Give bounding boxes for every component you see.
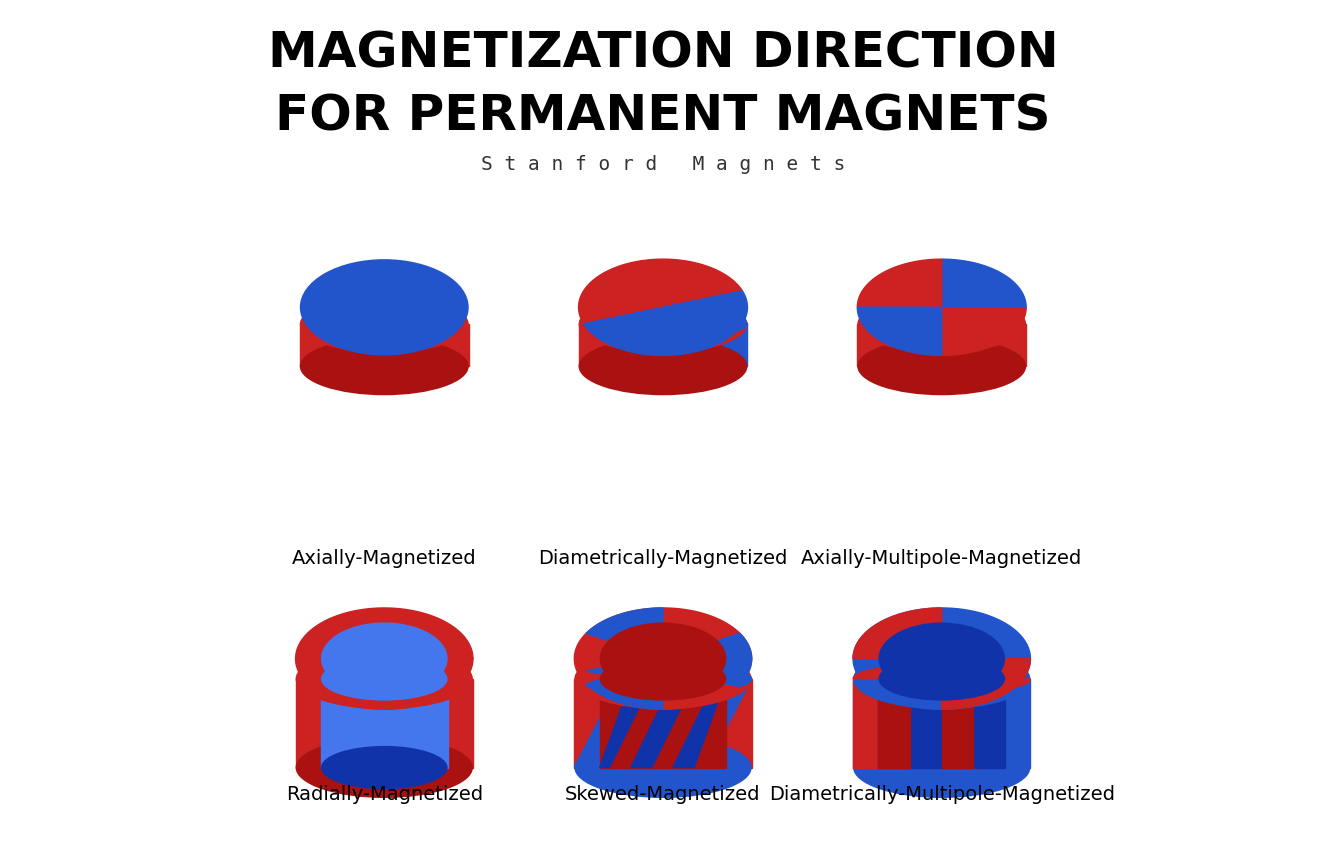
Polygon shape: [574, 679, 650, 768]
Ellipse shape: [858, 338, 1026, 396]
Ellipse shape: [578, 338, 748, 396]
Polygon shape: [586, 683, 663, 694]
Ellipse shape: [578, 296, 748, 354]
Polygon shape: [578, 260, 743, 325]
Text: Diametrically-Multipole-Magnetized: Diametrically-Multipole-Magnetized: [769, 785, 1115, 803]
Polygon shape: [941, 679, 973, 768]
Polygon shape: [941, 679, 1030, 694]
Polygon shape: [663, 325, 748, 367]
Polygon shape: [853, 608, 1030, 710]
Polygon shape: [941, 308, 1026, 356]
Ellipse shape: [296, 737, 473, 798]
Ellipse shape: [321, 658, 448, 701]
Polygon shape: [941, 659, 1030, 710]
Polygon shape: [631, 679, 695, 768]
Polygon shape: [878, 679, 910, 768]
Polygon shape: [941, 260, 1026, 308]
Ellipse shape: [878, 658, 1005, 701]
Ellipse shape: [321, 623, 448, 695]
Ellipse shape: [321, 746, 448, 790]
Polygon shape: [296, 679, 473, 768]
Polygon shape: [858, 325, 1026, 367]
Ellipse shape: [599, 658, 727, 701]
Polygon shape: [663, 310, 748, 339]
Ellipse shape: [574, 648, 752, 710]
Ellipse shape: [300, 338, 468, 396]
Text: S t a n f o r d   M a g n e t s: S t a n f o r d M a g n e t s: [481, 154, 845, 173]
Polygon shape: [853, 608, 941, 659]
Polygon shape: [858, 260, 941, 308]
Ellipse shape: [599, 623, 727, 695]
Polygon shape: [574, 679, 752, 768]
Polygon shape: [853, 664, 941, 679]
Polygon shape: [941, 679, 987, 768]
Polygon shape: [858, 308, 941, 356]
Polygon shape: [583, 291, 748, 356]
Polygon shape: [300, 325, 468, 367]
Polygon shape: [676, 679, 752, 768]
Polygon shape: [578, 325, 663, 367]
Polygon shape: [717, 671, 752, 687]
Text: Axially-Multipole-Magnetized: Axially-Multipole-Magnetized: [801, 549, 1082, 567]
Polygon shape: [321, 679, 448, 768]
Polygon shape: [674, 679, 727, 768]
Ellipse shape: [300, 260, 468, 356]
Ellipse shape: [853, 737, 1030, 798]
Polygon shape: [586, 677, 663, 710]
Polygon shape: [853, 679, 1030, 768]
Text: MAGNETIZATION DIRECTION: MAGNETIZATION DIRECTION: [268, 30, 1058, 78]
Polygon shape: [599, 679, 727, 768]
Polygon shape: [586, 664, 663, 676]
Ellipse shape: [858, 296, 1026, 354]
Polygon shape: [878, 679, 1005, 768]
Polygon shape: [574, 608, 752, 710]
Polygon shape: [617, 679, 709, 768]
Ellipse shape: [878, 623, 1005, 695]
Polygon shape: [586, 608, 663, 641]
Text: Skewed-Magnetized: Skewed-Magnetized: [565, 785, 761, 803]
Ellipse shape: [853, 648, 1030, 710]
Text: Radially-Magnetized: Radially-Magnetized: [285, 785, 483, 803]
Text: FOR PERMANENT MAGNETS: FOR PERMANENT MAGNETS: [276, 93, 1050, 141]
Polygon shape: [717, 634, 752, 684]
Polygon shape: [599, 679, 652, 768]
Text: Diametrically-Magnetized: Diametrically-Magnetized: [538, 549, 788, 567]
Ellipse shape: [296, 648, 473, 710]
Polygon shape: [853, 679, 898, 768]
Ellipse shape: [574, 737, 752, 798]
Polygon shape: [296, 608, 473, 710]
Ellipse shape: [300, 296, 468, 354]
Text: Axially-Magnetized: Axially-Magnetized: [292, 549, 476, 567]
